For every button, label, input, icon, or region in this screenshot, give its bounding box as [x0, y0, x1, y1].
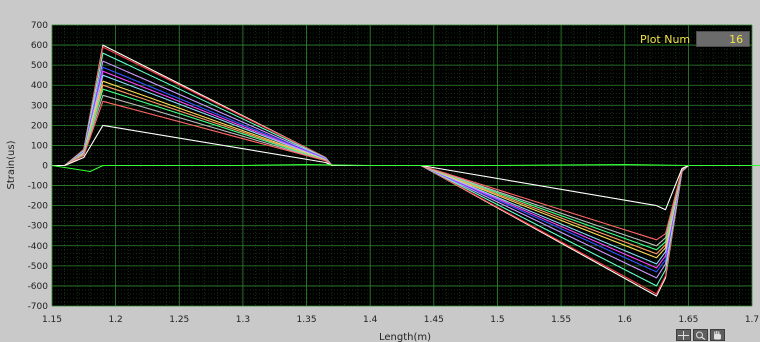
y-tick-label: -200	[28, 202, 49, 212]
plot-num-label: Plot Num	[640, 32, 691, 46]
x-tick-labels: 1.15 1.2 1.25 1.3 1.35 1.4 1.45 1.5 1.55 1.6 1.65 1…	[42, 315, 759, 325]
y-tick-label: -700	[28, 302, 49, 312]
x-tick-label: 1.35	[297, 315, 317, 325]
graph-palette	[676, 329, 725, 341]
x-tick-label: 1.45	[424, 315, 444, 325]
y-tick-label: 100	[31, 141, 48, 151]
y-tick-label: -600	[28, 282, 49, 292]
grid-lines	[51, 24, 753, 307]
x-tick-label: 1.55	[551, 315, 571, 325]
y-tick-label: 700	[31, 21, 48, 31]
zoom-tool-button[interactable]	[693, 329, 708, 341]
x-tick-label: 1.65	[678, 315, 698, 325]
x-tick-label: 1.5	[490, 315, 504, 325]
hand-pan-icon	[714, 330, 721, 339]
x-tick-label: 1.6	[618, 315, 633, 325]
x-tick-label: 1.2	[108, 315, 122, 325]
y-tick-label: -100	[28, 182, 49, 192]
x-tick-label: 1.7	[745, 315, 759, 325]
plot-num-control: Plot Num 16	[640, 30, 751, 48]
x-axis-label: Length(m)	[379, 332, 431, 342]
zoom-icon	[696, 331, 706, 340]
y-tick-label: 200	[31, 121, 48, 131]
y-tick-label: -500	[28, 262, 49, 272]
y-tick-label: 500	[31, 61, 48, 71]
y-tick-label: 600	[31, 41, 48, 51]
x-tick-label: 1.15	[42, 315, 62, 325]
y-tick-label: -400	[28, 242, 49, 252]
plot-num-value[interactable]: 16	[696, 31, 751, 47]
y-tick-label: 300	[31, 101, 48, 111]
series-lines	[51, 44, 760, 297]
y-tick-label: 0	[42, 162, 48, 172]
y-tick-label: 400	[31, 81, 48, 91]
crosshair-tool-button[interactable]	[676, 329, 691, 341]
series-line	[51, 163, 760, 173]
x-tick-label: 1.4	[363, 315, 378, 325]
y-axis-label: Strain(us)	[6, 140, 17, 189]
pan-tool-button[interactable]	[710, 329, 725, 341]
x-tick-label: 1.25	[169, 315, 189, 325]
y-tick-labels: 700 600 500 400 300 200 100 0 -100 -200 -300 -400 -5…	[28, 21, 49, 312]
x-tick-label: 1.3	[236, 315, 250, 325]
crosshair-icon	[678, 330, 689, 340]
y-tick-label: -300	[28, 222, 49, 232]
